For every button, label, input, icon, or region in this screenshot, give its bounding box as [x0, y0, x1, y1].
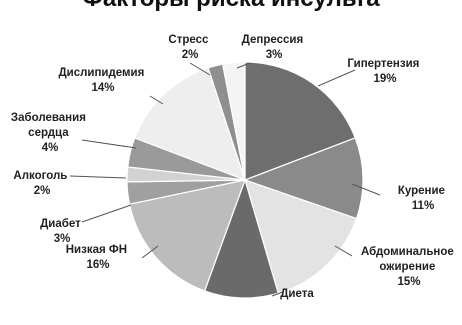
- label-abdominal-obesity: Абдоминальное ожирение 15%: [361, 246, 457, 288]
- label-heart-disease-line1: Заболевания: [11, 112, 86, 124]
- leader-line-9: [334, 245, 353, 257]
- chart-title: Факторы риска инсульта: [0, 0, 462, 13]
- leader-line-8: [271, 291, 284, 297]
- pie-slice-8: [133, 67, 246, 182]
- label-diet: Диета: [280, 288, 314, 300]
- label-abdominal-obesity-line1: Абдоминальное: [361, 246, 454, 258]
- label-abdominal-obesity-line2: ожирение: [379, 261, 435, 273]
- label-depression: Депрессия 3%: [242, 34, 307, 61]
- label-heart-disease-line2: сердца: [28, 127, 69, 139]
- label-heart-disease: Заболевания сердца 4%: [11, 112, 89, 154]
- leader-line-10: [351, 183, 381, 196]
- leader-line-4: [81, 139, 137, 149]
- pie-slice-4: [128, 179, 246, 292]
- label-diabetes: Диабет 3%: [40, 218, 84, 245]
- label-smoking: Курение 11%: [398, 185, 448, 212]
- label-stress: Стресс 2%: [168, 34, 211, 61]
- pie-slice-1: [243, 137, 364, 220]
- leader-line-3: [149, 95, 164, 105]
- pie-slice-2: [244, 179, 358, 294]
- leader-line-6: [81, 204, 132, 223]
- label-hypertension: Гипертензия 19%: [347, 58, 422, 85]
- leader-line-5: [69, 175, 127, 179]
- leader-lines: [69, 62, 381, 297]
- pie-slices: [126, 61, 364, 299]
- pie-slice-3: [203, 178, 279, 299]
- leader-line-2: [317, 69, 356, 87]
- label-alcohol: Алкоголь 2%: [13, 170, 70, 197]
- leader-line-7: [141, 245, 159, 259]
- pie-slice-10: [221, 61, 246, 181]
- leader-line-0: [189, 62, 211, 76]
- leader-line-1: [236, 62, 251, 69]
- pie-slice-0: [244, 61, 357, 181]
- label-low-physical-activity: Низкая ФН 16%: [66, 244, 130, 271]
- label-dyslipidemia: Дислипидемия 14%: [58, 67, 147, 94]
